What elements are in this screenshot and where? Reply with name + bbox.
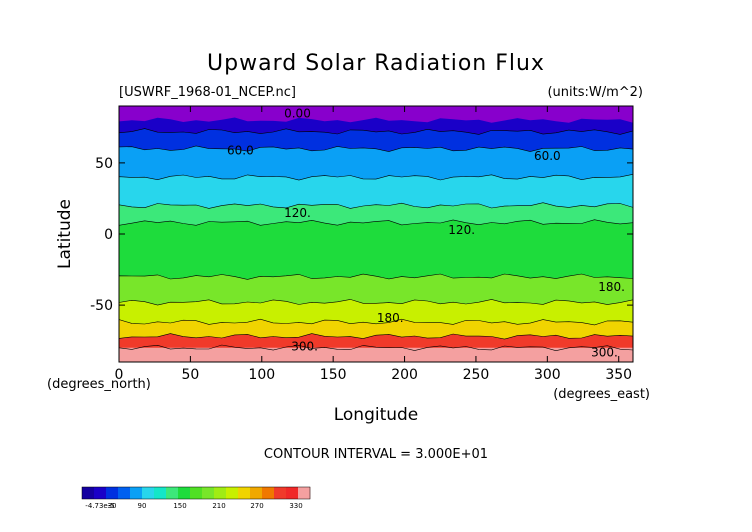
- colorbar-swatch: [298, 487, 311, 499]
- colorbar-swatch: [262, 487, 275, 499]
- file-label: [USWRF_1968-01_NCEP.nc]: [119, 85, 296, 100]
- heat-band: [119, 299, 633, 327]
- x-tick-label: 100: [248, 367, 275, 383]
- contour-line: [119, 273, 633, 280]
- x-axis-label: Longitude: [334, 405, 419, 425]
- colorbar-swatch: [286, 487, 299, 499]
- y-axis-label: Latitude: [55, 199, 75, 269]
- contour-line: [119, 344, 633, 352]
- heatmap-bands: [119, 106, 633, 362]
- heat-band: [119, 202, 633, 227]
- contour-line: [119, 202, 633, 209]
- contour-line: [119, 318, 633, 326]
- y-unit-label: (degrees_north): [47, 377, 151, 392]
- chart-title: Upward Solar Radiation Flux: [207, 51, 545, 76]
- colorbar: [81, 486, 311, 500]
- colorbar-swatch: [94, 487, 107, 499]
- colorbar-swatch: [166, 487, 179, 499]
- x-tick-label: 150: [320, 367, 347, 383]
- heat-band: [119, 128, 633, 153]
- contour-line: [119, 333, 633, 340]
- colorbar-swatch: [178, 487, 191, 499]
- y-tick-label: 50: [95, 156, 113, 172]
- contour-label: 60.0: [534, 149, 561, 163]
- heat-band: [119, 274, 633, 307]
- colorbar-label: 90: [138, 502, 147, 510]
- contour-line: [119, 219, 633, 226]
- colorbar-label: 150: [173, 502, 186, 510]
- contour-label: 60.0: [227, 143, 254, 157]
- contour-line: [119, 299, 633, 306]
- heat-band: [119, 347, 633, 362]
- x-tick-label: 50: [181, 367, 199, 383]
- y-tick-label: -50: [90, 298, 113, 314]
- x-unit-label: (degrees_east): [553, 387, 650, 402]
- x-tick-label: 200: [391, 367, 418, 383]
- contour-interval-text: CONTOUR INTERVAL = 3.000E+01: [264, 447, 488, 462]
- x-axis-ticks: 0 50 100 150 200 250 300 350: [115, 106, 632, 383]
- colorbar-swatch: [142, 487, 155, 499]
- units-label: (units:W/m^2): [547, 85, 643, 100]
- heat-band: [119, 106, 633, 125]
- heat-band: [119, 219, 633, 281]
- colorbar-labels: -4.73e-530 90 150 210 270 330: [85, 502, 302, 510]
- heat-band: [119, 333, 633, 352]
- contour-line: [119, 128, 633, 135]
- colorbar-swatch: [214, 487, 227, 499]
- colorbar-label: 30: [108, 502, 117, 510]
- colorbar-swatch: [226, 487, 239, 499]
- contour-label: 0.00: [284, 106, 311, 120]
- colorbar-swatch: [238, 487, 251, 499]
- heat-band: [119, 174, 633, 210]
- y-tick-label: 0: [104, 227, 113, 243]
- contour-label: 300.: [291, 340, 318, 354]
- colorbar-swatch: [190, 487, 203, 499]
- colorbar-label: 330: [289, 502, 302, 510]
- colorbar-swatch: [274, 487, 287, 499]
- contour-label: 120.: [448, 223, 475, 237]
- colorbar-label: -4.73e-5: [85, 502, 114, 510]
- x-tick-label: 250: [463, 367, 490, 383]
- colorbar-swatch: [130, 487, 143, 499]
- colorbar-label: 210: [212, 502, 225, 510]
- heat-band: [119, 145, 633, 182]
- contour-label: 120.: [284, 206, 311, 220]
- contour-label: 300.: [591, 345, 618, 359]
- contour-line: [119, 174, 633, 181]
- contour-labels: 0.00 60.0 60.0 120. 120. 180. 180. 300. 300.: [227, 106, 625, 359]
- colorbar-frame: [81, 486, 311, 500]
- contour-label: 180.: [598, 280, 625, 294]
- colorbar-swatch: [106, 487, 119, 499]
- x-tick-label: 350: [605, 367, 632, 383]
- colorbar-swatch: [154, 487, 167, 499]
- contour-line: [119, 145, 633, 152]
- colorbar-swatch: [250, 487, 263, 499]
- y-axis-ticks: 50 0 -50: [90, 156, 633, 314]
- colorbar-swatch: [82, 487, 95, 499]
- x-tick-label: 0: [115, 367, 124, 383]
- contour-label: 180.: [377, 311, 404, 325]
- colorbar-swatch: [118, 487, 131, 499]
- x-tick-label: 300: [534, 367, 561, 383]
- colorbar-swatch: [202, 487, 215, 499]
- colorbar-label: 270: [250, 502, 263, 510]
